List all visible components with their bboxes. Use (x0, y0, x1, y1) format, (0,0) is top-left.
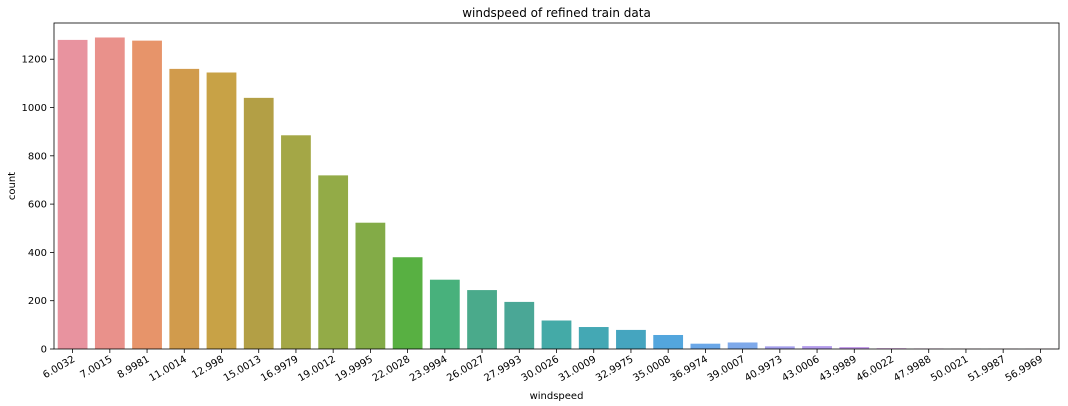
x-tick-label: 47.9988 (892, 354, 933, 384)
bars-group (57, 37, 1056, 350)
x-axis-title: windspeed (530, 391, 584, 402)
x-tick-label: 31.0009 (557, 354, 598, 384)
bar-22.0028 (392, 257, 423, 349)
x-tick-label: 56.9969 (1004, 354, 1045, 384)
x-tick-label: 51.9987 (966, 354, 1007, 384)
bar-12.998 (206, 72, 237, 350)
y-axis: 0 200 400 600 800 1000 1200 (22, 55, 54, 356)
x-tick-label: 50.0021 (929, 354, 970, 384)
bar-43.9989 (839, 347, 870, 349)
y-tick-label: 0 (41, 345, 47, 356)
x-tick-label: 46.0022 (855, 354, 896, 384)
y-tick-label: 1000 (22, 103, 47, 114)
plot-frame (53, 22, 1060, 350)
bar-23.9994 (429, 279, 460, 349)
x-tick-label: 15.0013 (222, 354, 263, 384)
x-tick-label: 43.9989 (817, 354, 858, 384)
x-tick-label: 30.0026 (520, 354, 561, 384)
x-tick-label: 43.0006 (780, 354, 821, 384)
bar-36.9974 (690, 343, 721, 349)
x-tick-label: 23.9994 (408, 354, 449, 384)
bar-30.0026 (541, 320, 572, 349)
x-tick-label: 19.0012 (296, 354, 337, 384)
chart-title: windspeed of refined train data (462, 6, 651, 20)
x-tick-label: 7.0015 (79, 354, 115, 381)
x-tick-label: 12.998 (190, 354, 226, 381)
x-tick-label: 11.0014 (147, 354, 188, 384)
x-tick-label: 16.9979 (259, 354, 300, 384)
bar-40.9973 (764, 346, 795, 349)
x-tick-label: 27.9993 (482, 354, 523, 384)
bar-6.0032 (57, 39, 88, 349)
bar-19.9995 (355, 222, 386, 349)
x-tick-label: 32.9975 (594, 354, 635, 384)
y-tick-label: 200 (28, 296, 47, 307)
bar-7.0015 (94, 37, 125, 349)
bar-26.0027 (467, 290, 497, 349)
x-tick-label: 39.0007 (706, 354, 747, 384)
bar-35.0008 (653, 334, 684, 349)
bar-19.0012 (318, 175, 349, 349)
y-tick-label: 800 (28, 151, 47, 162)
bar-8.9981 (132, 40, 162, 350)
y-axis-title: count (7, 172, 18, 200)
x-tick-label: 35.0008 (631, 354, 672, 384)
bar-43.0006 (802, 346, 832, 349)
y-tick-label: 600 (28, 200, 47, 211)
y-tick-label: 1200 (22, 55, 47, 66)
bar-27.9993 (504, 301, 535, 349)
x-tick-label: 22.0028 (371, 354, 412, 384)
y-tick-label: 400 (28, 248, 47, 259)
x-tick-label: 26.0027 (445, 354, 486, 384)
x-tick-label: 19.9995 (334, 354, 375, 384)
bar-31.0009 (578, 327, 609, 349)
x-tick-label: 6.0032 (41, 354, 77, 381)
x-tick-label: 8.9981 (116, 354, 152, 381)
x-tick-label: 36.9974 (669, 354, 710, 384)
bar-32.9975 (616, 329, 646, 349)
bar-11.0014 (169, 68, 200, 350)
bar-39.0007 (727, 342, 758, 349)
x-tick-label: 40.9973 (743, 354, 784, 384)
bar-15.0013 (243, 97, 274, 350)
bar-16.9979 (281, 135, 311, 349)
